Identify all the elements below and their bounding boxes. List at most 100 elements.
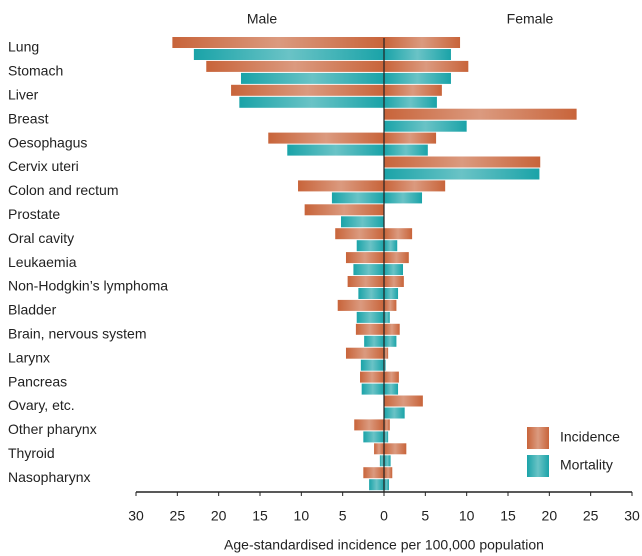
bar [379, 455, 384, 467]
category-label: Oral cavity [8, 230, 74, 246]
bar [358, 288, 384, 299]
bar [384, 276, 404, 287]
bar [193, 49, 384, 60]
category-label: Non-Hodgkin’s lymphoma [8, 278, 168, 294]
bar [384, 311, 390, 323]
bar [384, 335, 397, 347]
bar [356, 240, 384, 252]
bar [298, 180, 384, 192]
bar [384, 240, 398, 252]
bar [331, 192, 384, 204]
category-label: Breast [8, 110, 49, 126]
bar [363, 431, 384, 443]
bar [384, 96, 437, 108]
category-label: Colon and rectum [8, 182, 119, 198]
bar [384, 455, 391, 467]
bar [353, 264, 384, 276]
bar [384, 37, 461, 48]
category-label: Stomach [8, 63, 63, 79]
x-tick-label: 20 [211, 508, 227, 524]
bar [360, 359, 384, 371]
bar [268, 132, 384, 144]
bar [384, 132, 437, 144]
bar [347, 276, 384, 287]
category-label: Larynx [8, 349, 50, 365]
category-label: Prostate [8, 206, 60, 222]
bar [384, 395, 423, 407]
bar [369, 479, 384, 491]
bar [384, 192, 423, 204]
x-tick-label: 15 [252, 508, 268, 524]
side-label: Female [507, 11, 554, 27]
category-label: Pancreas [8, 373, 67, 389]
bar [384, 371, 399, 383]
bar [384, 49, 451, 60]
bar [384, 264, 404, 276]
bar [231, 84, 384, 96]
bar [172, 37, 384, 48]
x-tick-label: 0 [380, 508, 388, 524]
bar [384, 228, 413, 240]
bar [384, 252, 409, 264]
x-tick-label: 15 [500, 508, 516, 524]
bar [384, 323, 400, 335]
bar [384, 479, 389, 491]
x-tick-label: 25 [170, 508, 186, 524]
bar [384, 180, 446, 192]
bar [384, 288, 399, 299]
x-tick-label: 10 [294, 508, 310, 524]
category-label: Bladder [8, 302, 57, 318]
bar [384, 419, 390, 431]
bar [384, 359, 386, 371]
x-tick-label: 25 [583, 508, 599, 524]
side-label: Male [247, 11, 278, 27]
bar [384, 443, 407, 455]
bar [360, 371, 384, 383]
x-tick-label: 10 [459, 508, 475, 524]
bar [287, 144, 384, 156]
bar [384, 467, 393, 479]
bar [364, 335, 384, 347]
x-tick-label: 5 [421, 508, 429, 524]
bar [239, 96, 384, 108]
category-label: Brain, nervous system [8, 326, 147, 342]
bar [355, 323, 384, 335]
bar [384, 431, 389, 443]
legend-label: Incidence [560, 429, 620, 445]
bar [374, 443, 384, 455]
bar [384, 347, 389, 359]
x-tick-label: 30 [624, 508, 640, 524]
category-label: Thyroid [8, 445, 55, 461]
bar [345, 347, 384, 359]
bar [361, 383, 384, 395]
category-label: Liver [8, 87, 39, 103]
x-tick-label: 20 [542, 508, 558, 524]
category-label: Oesophagus [8, 134, 87, 150]
legend-swatch [527, 455, 549, 477]
category-label: Cervix uteri [8, 158, 79, 174]
bar [354, 419, 384, 431]
bar [384, 299, 397, 311]
x-tick-label: 5 [339, 508, 347, 524]
bar [206, 60, 384, 72]
bar [240, 72, 384, 84]
category-label: Other pharynx [8, 421, 97, 437]
bar [384, 383, 399, 395]
category-label: Ovary, etc. [8, 397, 75, 413]
bar [356, 311, 384, 323]
bar [341, 216, 384, 228]
x-axis-label: Age-standardised incidence per 100,000 p… [224, 537, 544, 553]
bar [304, 204, 384, 216]
bar [384, 168, 540, 180]
bar [384, 84, 442, 96]
bar [384, 144, 428, 156]
bar [384, 108, 577, 120]
bar [363, 467, 384, 479]
bar [384, 120, 467, 132]
category-label: Lung [8, 39, 39, 55]
bar [335, 228, 384, 240]
bar [345, 252, 384, 264]
bar [384, 407, 405, 419]
bar [384, 60, 469, 72]
